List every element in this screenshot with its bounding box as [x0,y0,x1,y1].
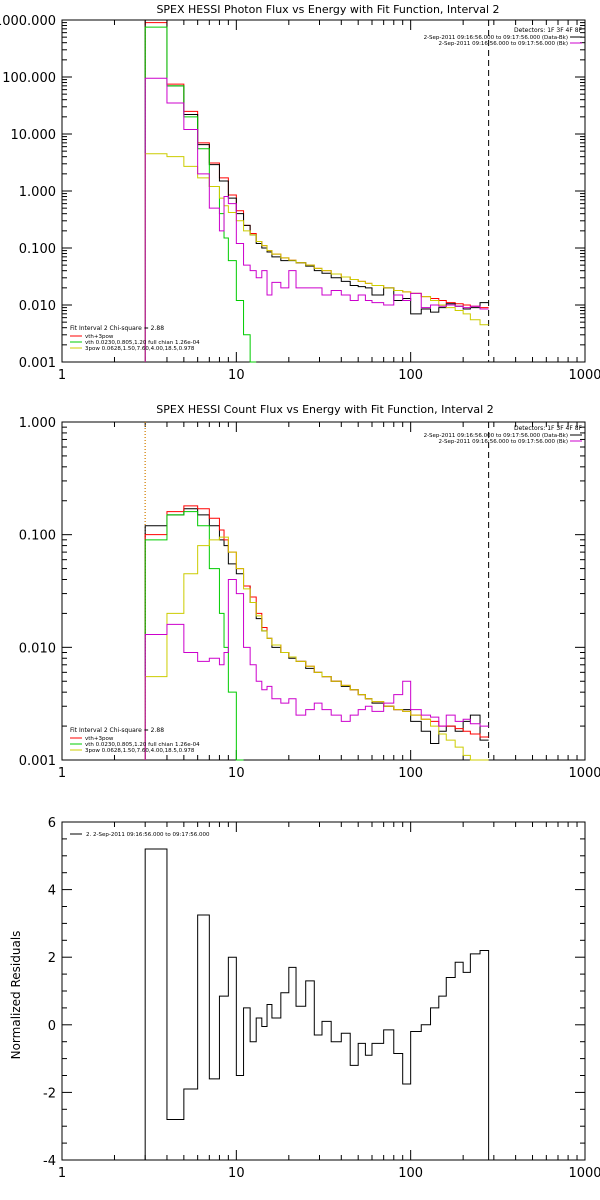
series-3-line [145,537,488,760]
series-1-line [145,20,488,362]
y-tick-label: 1.000 [19,185,56,200]
series-2-line [145,27,256,362]
x-tick-label: 10 [228,1166,245,1181]
legend-top-entry-2: 2-Sep-2011 09:16:56.000 to 09:17:56.000 … [439,41,569,47]
y-tick-label: 0.001 [19,754,56,769]
legend-top-entry-2: 2-Sep-2011 09:16:56.000 to 09:17:56.000 … [439,439,569,445]
y-tick-label: 4 [48,884,56,899]
x-tick-label: 1 [58,1166,66,1181]
y-tick-label: 0.100 [19,529,56,544]
legend-top-header: Detectors: 1F 3F 4F 8F [514,27,583,34]
x-tick-label: 100 [398,368,423,383]
count-flux-chart: SPEX HESSI Count Flux vs Energy with Fit… [0,400,600,792]
x-tick-label: 1000 [568,766,600,781]
axes-frame [62,20,585,362]
y-tick-label: 1000.000 [0,14,56,29]
series-4-line [145,78,488,362]
y-tick-label: 0 [48,1019,56,1034]
x-tick-label: 10 [228,766,245,781]
series-0-line [145,849,488,1160]
y-tick-label: 6 [48,816,56,831]
x-tick-label: 1000 [568,368,600,383]
chart-title: SPEX HESSI Photon Flux vs Energy with Fi… [156,3,499,16]
y-tick-label: 1.000 [19,416,56,431]
x-tick-label: 100 [398,766,423,781]
x-tick-label: 1 [58,368,66,383]
y-tick-label: 2 [48,951,56,966]
series-0-line [145,23,488,362]
y-tick-label: 0.001 [19,356,56,371]
legend-top-entry-1: 2. 2-Sep-2011 09:16:56.000 to 09:17:56.0… [86,832,210,838]
series-0-line [145,509,488,760]
plot-area: 1 10 100 1000 -4 -2 0 2 4 6 [43,816,600,1181]
legend-top-header: Detectors: 1F 3F 4F 8F [514,425,583,432]
y-tick-label: -2 [43,1086,56,1101]
x-tick-label: 1 [58,766,66,781]
photon-flux-chart: SPEX HESSI Photon Flux vs Energy with Fi… [0,0,600,392]
y-tick-label: -4 [43,1154,56,1169]
chart-title: SPEX HESSI Count Flux vs Energy with Fit… [156,403,493,416]
legend-bottom-header: Fit Interval 2 Chi-square = 2.88 [70,325,164,332]
legend-bottom-entry-3: 3pow 0.0628,1.50,7.60,4.00,18.5,0.978 [85,748,195,754]
series-4-line [145,580,488,760]
y-axis-label: Normalized Residuals [9,931,23,1060]
x-tick-label: 10 [228,368,245,383]
y-tick-label: 100.000 [2,71,56,86]
axes-frame [62,822,585,1160]
series-1-line [145,506,488,760]
legend-bottom-header: Fit Interval 2 Chi-square = 2.88 [70,727,164,734]
x-tick-label: 1000 [568,1166,600,1181]
x-tick-label: 100 [398,1166,423,1181]
y-tick-label: 0.010 [19,641,56,656]
y-tick-label: 10.000 [11,128,57,143]
legend-bottom-entry-3: 3pow 0.0628,1.50,7.60,4.00,18.5,0.978 [85,346,195,352]
y-tick-label: 0.010 [19,299,56,314]
y-tick-label: 0.100 [19,242,56,257]
series-3-line [145,154,488,362]
